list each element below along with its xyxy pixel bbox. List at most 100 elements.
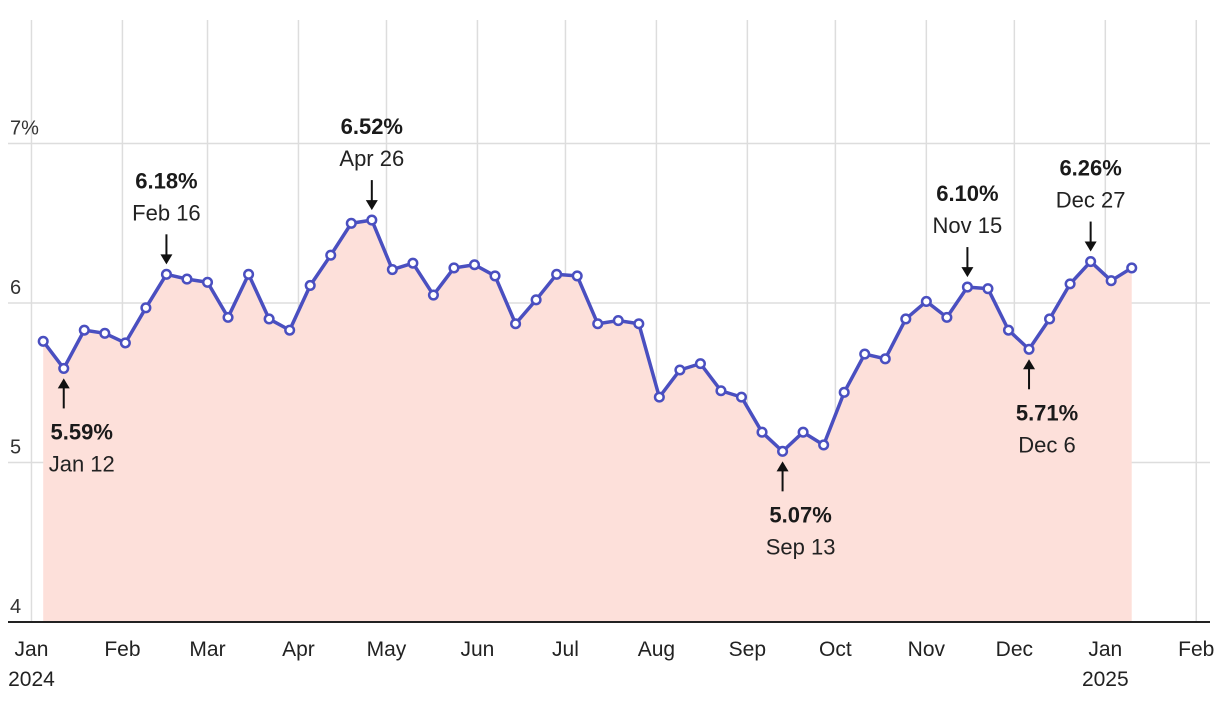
data-point [58, 362, 70, 374]
data-point [530, 294, 542, 306]
line-layer [41, 218, 1133, 454]
y-tick-label: 4 [10, 596, 21, 618]
annotation-arrow-head [160, 254, 173, 265]
x-tick-label: Feb [1178, 638, 1214, 661]
data-point [653, 391, 665, 403]
data-point [427, 289, 439, 301]
x-tick-label: Jun [461, 638, 495, 661]
data-point [78, 324, 90, 336]
data-point [201, 276, 214, 288]
data-point [263, 313, 275, 325]
data-point [448, 262, 460, 274]
annotation-arrow-head [1023, 359, 1036, 370]
x-tick-label: Nov [908, 638, 946, 661]
annotation-date-label: Sep 13 [766, 534, 836, 559]
data-point [592, 318, 604, 330]
data-point [119, 337, 131, 349]
data-point [920, 295, 932, 307]
annotation-value-label: 6.26% [1059, 156, 1121, 181]
data-point [982, 283, 994, 295]
data-point [304, 279, 316, 292]
data-point [222, 311, 234, 323]
y-tick-label: 6 [10, 277, 21, 299]
annotation-date-label: Nov 15 [933, 213, 1003, 238]
x-tick-label: Feb [104, 638, 140, 661]
data-point [181, 273, 193, 285]
data-point [1126, 262, 1138, 274]
data-point [1002, 324, 1015, 336]
x-tick-label: May [367, 638, 407, 661]
data-point [551, 268, 563, 280]
data-point [1105, 275, 1117, 287]
annotation-date-label: Feb 16 [132, 200, 201, 225]
annotation-arrow-head [961, 267, 974, 278]
x-tick-label: Jan [15, 638, 49, 661]
area-layer [43, 220, 1132, 622]
area-fill [43, 220, 1132, 622]
annotation-arrow-head [1084, 241, 1097, 252]
x-tick-label: Mar [189, 638, 225, 661]
rate-line [41, 218, 1133, 454]
data-point [160, 268, 172, 280]
data-point [715, 385, 727, 397]
data-point [468, 259, 481, 271]
data-point [777, 445, 789, 457]
data-point [961, 281, 973, 293]
data-point [489, 270, 501, 282]
data-point [612, 315, 624, 327]
data-point [674, 364, 686, 376]
annotation-date-label: Jan 12 [49, 451, 115, 476]
data-point [366, 214, 378, 226]
data-point [797, 426, 809, 438]
annotation-arrow-head [57, 378, 70, 389]
y-tick-label: 5 [10, 437, 21, 459]
x-tick-label: Jan [1088, 638, 1122, 661]
annotation-date-label: Dec 27 [1056, 188, 1126, 213]
data-point [325, 249, 337, 261]
annotation-value-label: 5.07% [769, 502, 831, 527]
annotation-value-label: 6.10% [936, 181, 998, 206]
data-point [284, 324, 296, 336]
data-point [694, 358, 706, 370]
annotation-value-label: 6.18% [135, 168, 197, 193]
data-point [1023, 343, 1035, 355]
annotation-value-label: 5.59% [51, 419, 113, 444]
annotation-value-label: 6.52% [341, 114, 403, 139]
data-point [571, 270, 583, 282]
data-point [243, 268, 255, 280]
annotation-layer: 5.59% Jan 12 Feb 16 6.18% Apr 26 6.52% 5.07% Se… [49, 114, 1126, 559]
annotation-date-label: Dec 6 [1018, 432, 1075, 457]
data-point [838, 386, 850, 398]
data-point [941, 311, 953, 323]
x-tick-year-label: 2024 [8, 668, 55, 691]
x-tick-label: Aug [638, 638, 675, 661]
data-point [633, 318, 645, 330]
data-point [859, 348, 871, 360]
data-point [1044, 313, 1056, 325]
annotation-arrow-head [365, 200, 378, 211]
data-point [510, 318, 522, 330]
x-tick-label: Oct [819, 638, 852, 661]
annotation-value-label: 5.71% [1016, 400, 1078, 425]
data-point [900, 313, 912, 325]
annotation-date-label: Apr 26 [339, 146, 404, 171]
data-point [818, 439, 830, 451]
data-point [735, 391, 748, 403]
x-tick-label: Sep [729, 638, 766, 661]
x-tick-label: Jul [552, 638, 579, 661]
data-point [879, 353, 891, 365]
data-point [1085, 256, 1097, 268]
data-point [140, 302, 152, 314]
data-point [1064, 278, 1076, 290]
data-point [37, 335, 49, 347]
x-tick-label: Dec [996, 638, 1033, 661]
data-point [756, 426, 768, 438]
data-point [407, 257, 419, 269]
y-tick-label: 7% [10, 118, 39, 140]
x-tick-year-label: 2025 [1082, 668, 1129, 691]
axis-layer: 4 5 6 7% Jan 2024 Feb Mar Apr May Jun Jul Aug Sep Oct N… [8, 118, 1214, 691]
annotation-arrow-head [776, 461, 789, 472]
data-point [345, 217, 357, 229]
point-layer [37, 214, 1138, 457]
